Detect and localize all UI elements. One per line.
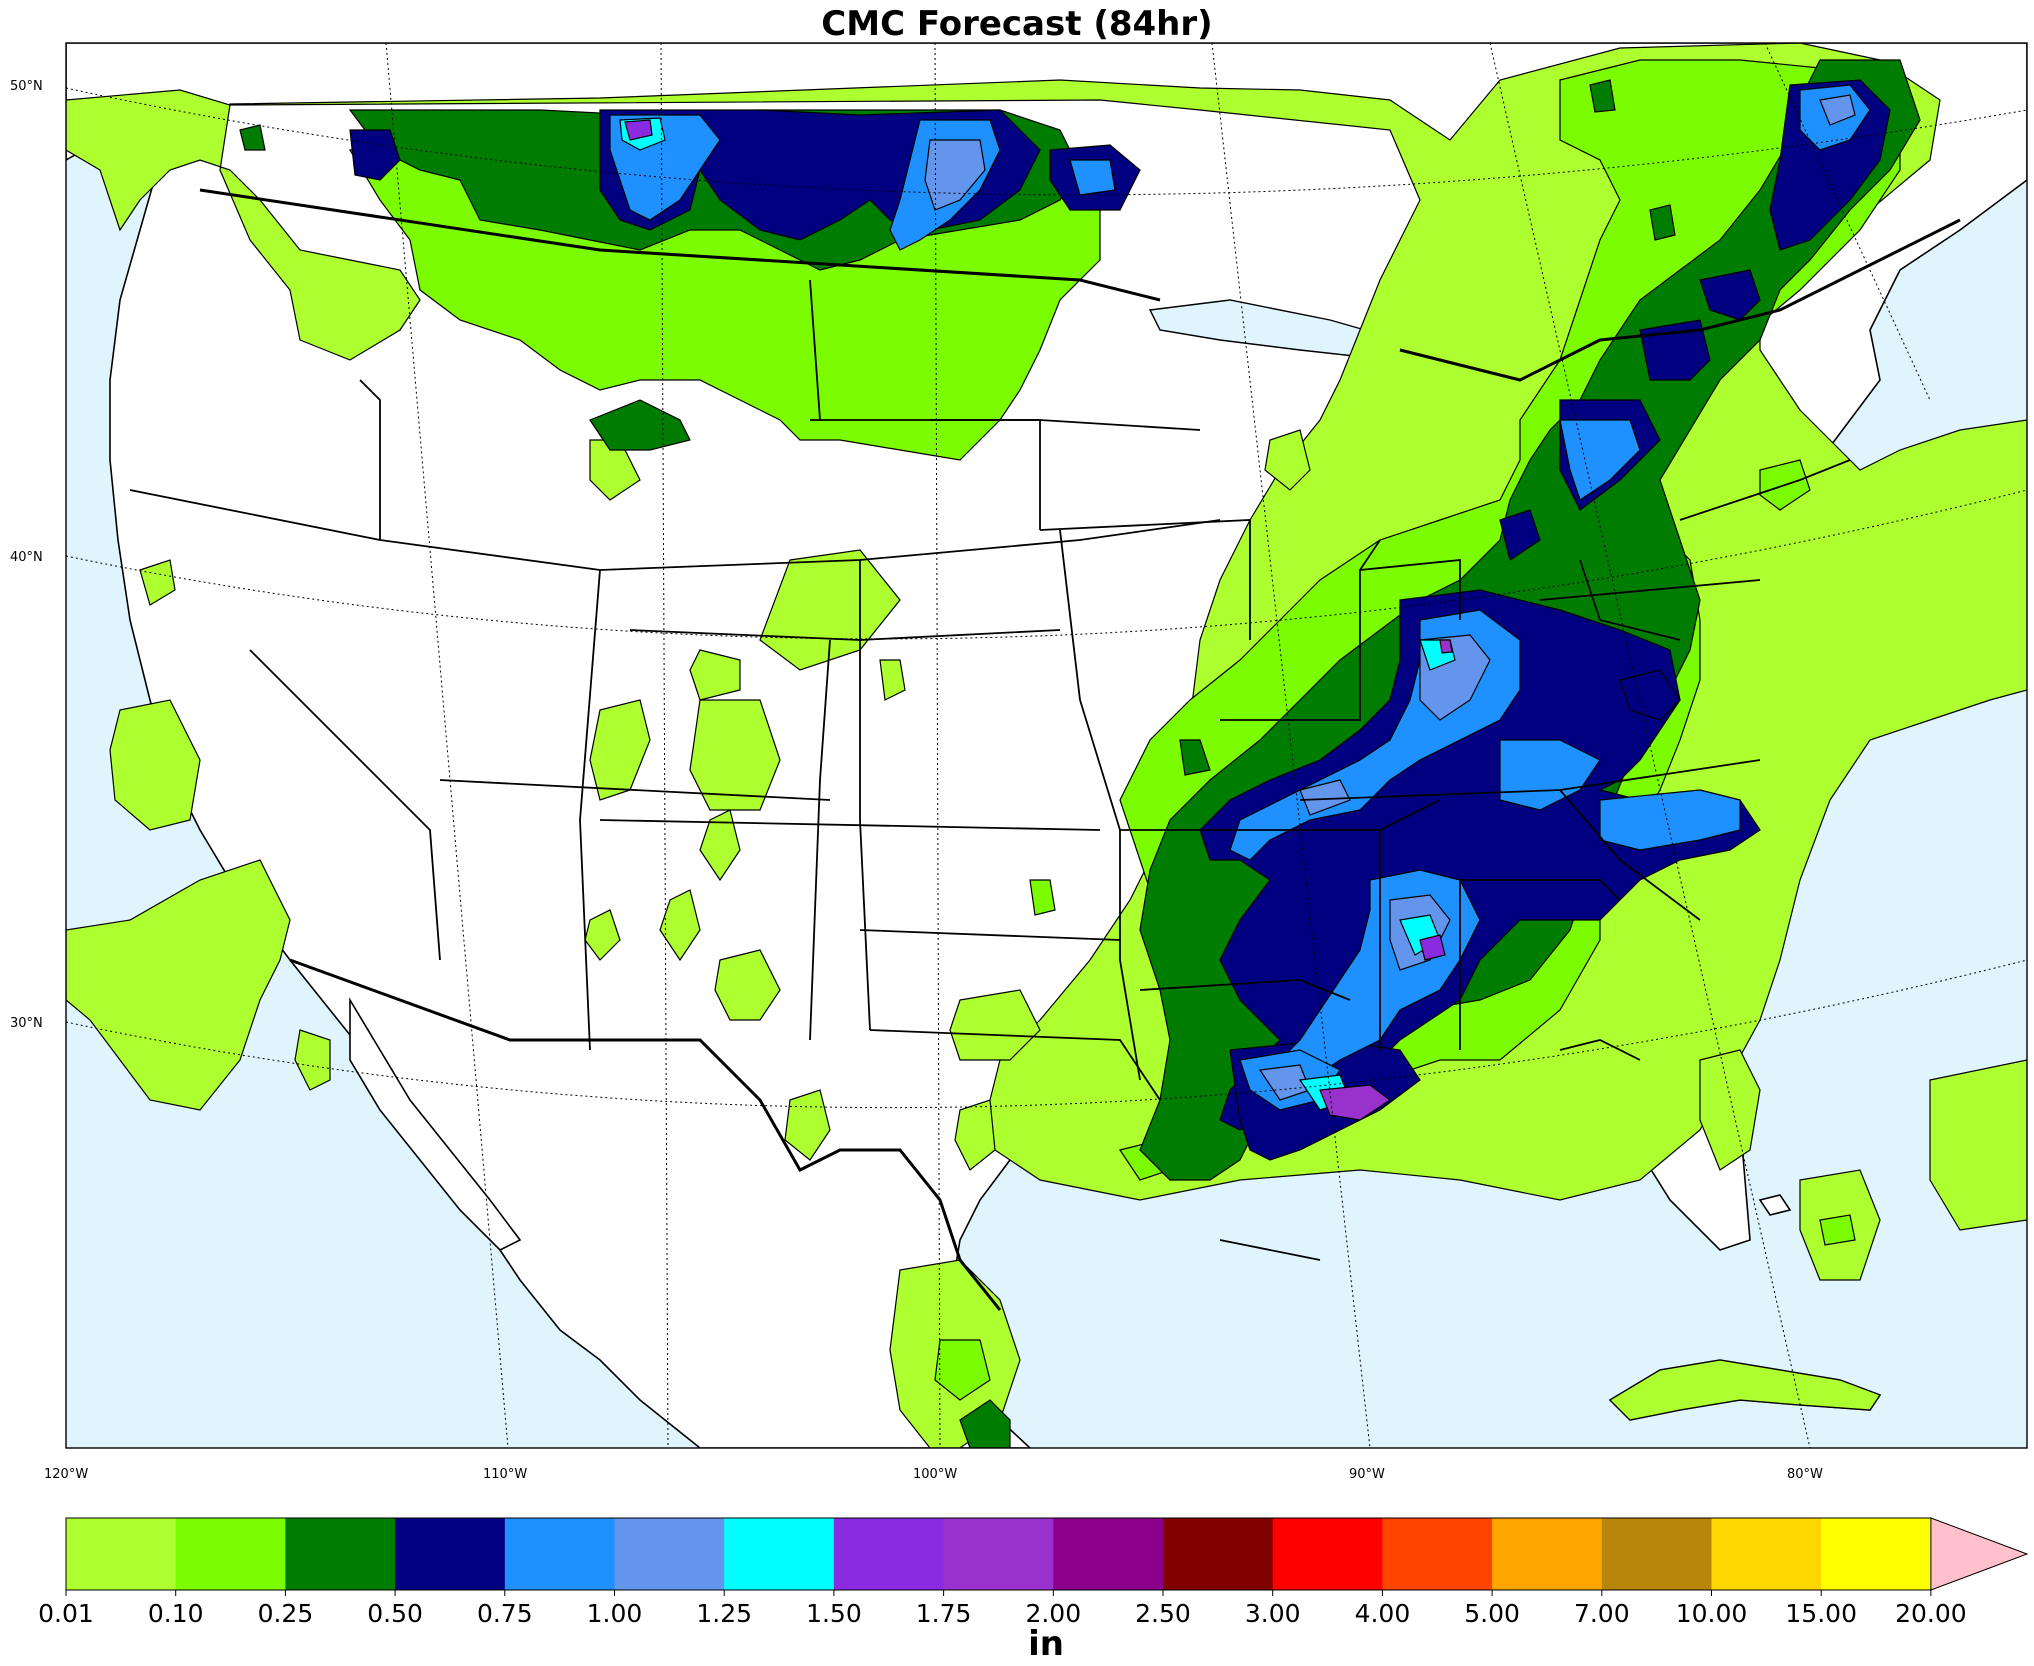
colorbar-outline — [65, 1517, 1931, 1591]
colorbar-segment — [614, 1518, 725, 1590]
colorbar-segment — [1492, 1518, 1603, 1590]
colorbar-segment — [1821, 1518, 1932, 1590]
colorbar-tick-label: 1.00 — [587, 1599, 643, 1628]
lat-label-30n: 30°N — [10, 1016, 43, 1031]
colorbar-tick-label: 0.75 — [477, 1599, 533, 1628]
lon-label-120w: 120°W — [44, 1467, 88, 1482]
colorbar-unit-label: in — [1028, 1624, 1064, 1664]
colorbar-tick-label: 1.75 — [916, 1599, 972, 1628]
colorbar-tick-label: 20.00 — [1895, 1599, 1967, 1628]
colorbar-extend-arrow — [1930, 1517, 2029, 1591]
colorbar-segment — [1382, 1518, 1493, 1590]
colorbar-tick-label: 1.25 — [696, 1599, 752, 1628]
colorbar-segment — [1601, 1518, 1712, 1590]
map-title: CMC Forecast (84hr) — [821, 4, 1213, 44]
colorbar-tick-label: 15.00 — [1785, 1599, 1857, 1628]
lon-label-100w: 100°W — [913, 1467, 957, 1482]
colorbar-tick-label: 0.10 — [148, 1599, 204, 1628]
colorbar-tick-label: 2.00 — [1025, 1599, 1081, 1628]
colorbar-tick-label: 0.01 — [38, 1599, 94, 1628]
colorbar-tick-label: 7.00 — [1574, 1599, 1630, 1628]
colorbar-segment — [1053, 1518, 1164, 1590]
colorbar-tick-label: 4.00 — [1355, 1599, 1411, 1628]
colorbar-segment — [395, 1518, 506, 1590]
colorbar-tick-label: 10.00 — [1676, 1599, 1748, 1628]
colorbar-tick-label: 1.50 — [806, 1599, 862, 1628]
map-frame — [65, 42, 2028, 1449]
lon-label-110w: 110°W — [483, 1467, 527, 1482]
lat-label-50n: 50°N — [10, 79, 43, 94]
colorbar-segment — [724, 1518, 835, 1590]
colorbar-segment — [943, 1518, 1054, 1590]
colorbar-segment — [175, 1518, 286, 1590]
colorbar: 0.01 0.10 0.25 0.50 0.75 1.00 1.25 1.50 1.75 2.00… — [38, 1517, 2029, 1628]
lon-label-90w: 90°W — [1349, 1467, 1385, 1482]
colorbar-segment — [1163, 1518, 1274, 1590]
lon-label-80w: 80°W — [1787, 1467, 1823, 1482]
colorbar-tick-label: 2.50 — [1135, 1599, 1191, 1628]
colorbar-segment — [66, 1518, 177, 1590]
colorbar-segment — [1272, 1518, 1383, 1590]
colorbar-tick-label: 0.25 — [258, 1599, 314, 1628]
borders — [129, 188, 1961, 1311]
colorbar-segment — [285, 1518, 396, 1590]
colorbar-tick-label: 0.50 — [367, 1599, 423, 1628]
colorbar-segment — [504, 1518, 615, 1590]
colorbar-tick-label: 3.00 — [1245, 1599, 1301, 1628]
precip-layer — [66, 43, 2027, 1448]
lat-label-40n: 40°N — [10, 550, 43, 565]
colorbar-tick-label: 5.00 — [1464, 1599, 1520, 1628]
colorbar-segment — [833, 1518, 945, 1590]
graticule — [66, 43, 2027, 1448]
colorbar-segment — [1711, 1518, 1822, 1590]
